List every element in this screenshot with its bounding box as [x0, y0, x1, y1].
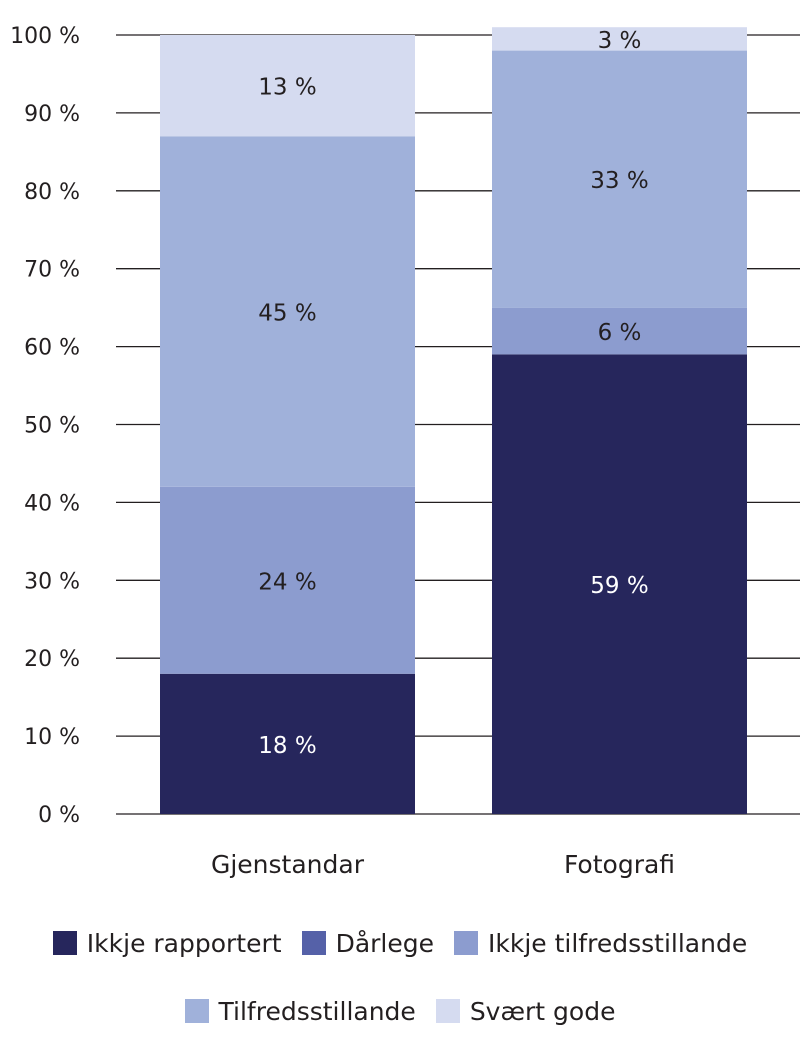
y-tick-label-90: 90 %: [24, 102, 80, 127]
data-label-1-4: 3 %: [598, 28, 642, 54]
y-tick-label-60: 60 %: [24, 336, 80, 361]
y-tick-label-80: 80 %: [24, 180, 80, 205]
legend-swatch-ikkje-tilfredsstillande: [454, 931, 479, 955]
legend: Ikkje rapportert Dårlege Ikkje tilfredss…: [0, 918, 800, 1054]
legend-swatch-tilfredsstillande: [184, 999, 209, 1023]
legend-item-tilfredsstillande: Tilfredsstillande: [184, 996, 416, 1026]
category-label-0: Gjenstandar: [211, 850, 365, 879]
legend-label-darlege: Dårlege: [335, 928, 435, 958]
x-axis: Gjenstandar Fotografi: [211, 850, 675, 879]
legend-swatch-svaert-gode: [435, 999, 460, 1023]
legend-row-2: Tilfredsstillande Svært gode: [0, 986, 800, 1036]
legend-label-svaert-gode: Svært gode: [469, 996, 616, 1026]
legend-item-svaert-gode: Svært gode: [435, 996, 616, 1026]
legend-label-ikkje-tilfredsstillande: Ikkje tilfredsstillande: [488, 928, 748, 958]
data-label-0-0: 18 %: [258, 733, 316, 759]
bar-segment-0-4: [160, 35, 415, 137]
y-tick-label-40: 40 %: [24, 491, 80, 516]
bar-segment-1-2: [492, 307, 747, 355]
y-tick-label-20: 20 %: [24, 647, 80, 672]
bar-segment-1-3: [492, 50, 747, 308]
y-tick-label-30: 30 %: [24, 569, 80, 594]
legend-row-1: Ikkje rapportert Dårlege Ikkje tilfredss…: [0, 918, 800, 968]
y-tick-label-100: 100 %: [10, 24, 80, 49]
legend-label-ikkje-rapportert: Ikkje rapportert: [86, 928, 282, 958]
y-tick-label-0: 0 %: [38, 803, 80, 828]
data-label-1-3: 33 %: [590, 168, 648, 194]
y-tick-label-70: 70 %: [24, 258, 80, 283]
legend-swatch-ikkje-rapportert: [52, 931, 77, 955]
bar-segment-1-0: [492, 354, 747, 814]
category-label-1: Fotografi: [564, 850, 675, 879]
legend-label-tilfredsstillande: Tilfredsstillande: [218, 996, 416, 1026]
data-label-0-4: 13 %: [258, 75, 316, 101]
data-label-1-0: 59 %: [590, 573, 648, 599]
bar-segment-0-0: [160, 673, 415, 814]
data-label-0-2: 24 %: [258, 569, 316, 595]
bar-segment-0-3: [160, 136, 415, 487]
y-tick-label-10: 10 %: [24, 725, 80, 750]
bar-segment-0-2: [160, 486, 415, 674]
y-tick-label-50: 50 %: [24, 414, 80, 439]
legend-item-ikkje-rapportert: Ikkje rapportert: [52, 928, 282, 958]
bars: 18 % 24 % 45 % 13 % 59 % 6 % 33 % 3 %: [160, 27, 747, 814]
legend-item-ikkje-tilfredsstillande: Ikkje tilfredsstillande: [454, 929, 747, 958]
stacked-bar-chart: 0 % 10 % 20 % 30 % 40 % 50 % 60 % 70 % 80 % 90 % 1…: [10, 24, 800, 879]
legend-swatch-darlege: [301, 931, 326, 955]
y-axis: 0 % 10 % 20 % 30 % 40 % 50 % 60 % 70 % 80 % 90 % 1…: [10, 24, 80, 828]
data-label-0-3: 45 %: [258, 301, 316, 327]
legend-item-darlege: Dårlege: [301, 928, 435, 958]
bar-segment-1-4: [492, 27, 747, 51]
data-label-1-2: 6 %: [598, 320, 642, 346]
